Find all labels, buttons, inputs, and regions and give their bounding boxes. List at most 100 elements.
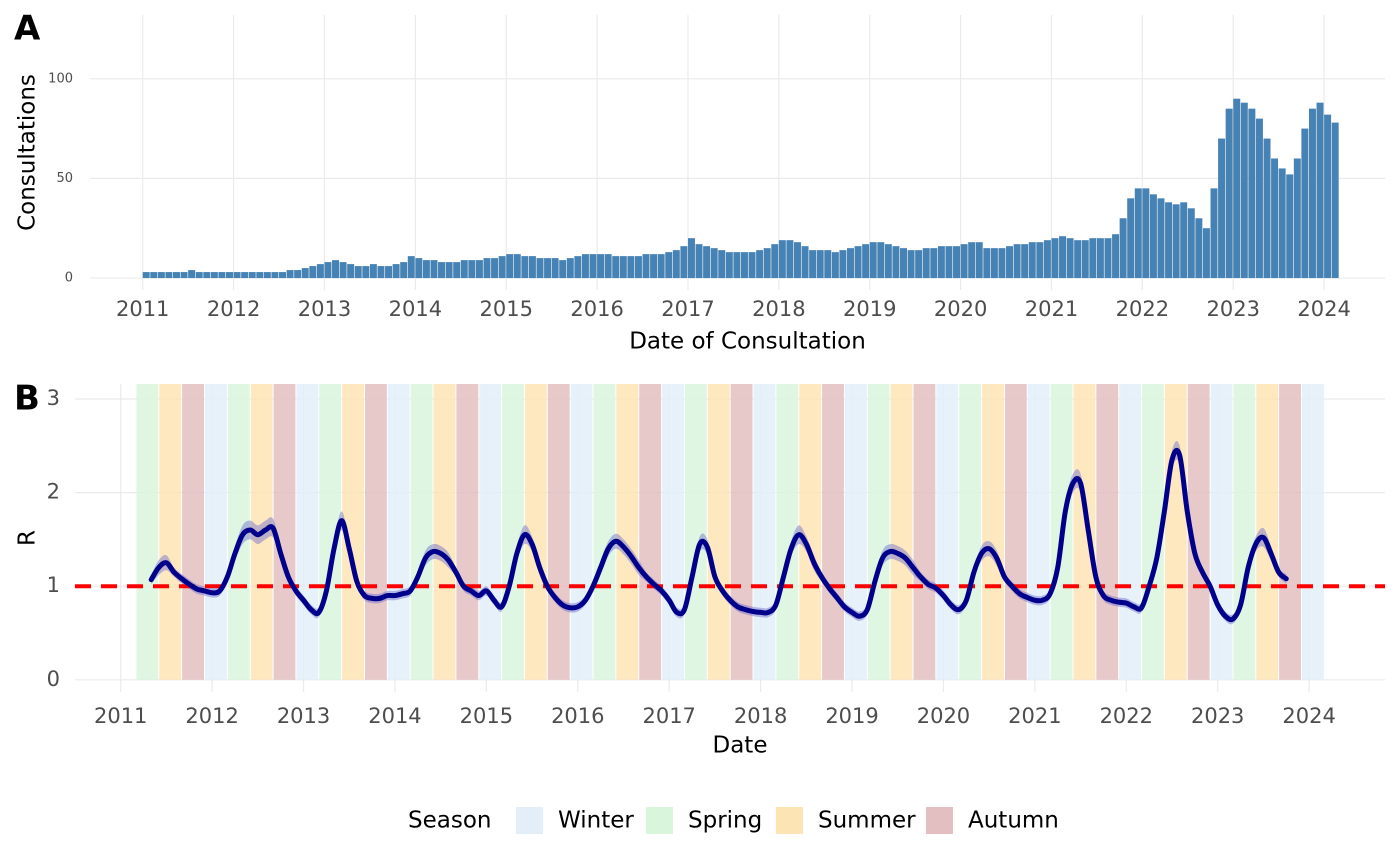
x-tick-label: 2012 [185,704,238,728]
season-band [1279,384,1302,680]
x-tick-label: 2015 [460,704,513,728]
season-band [159,384,182,680]
legend-label: Summer [818,808,916,834]
y-tick-label: 0 [47,667,60,691]
bar [460,260,468,279]
bar [1127,198,1135,279]
bar [862,244,870,279]
x-tick-label: 2023 [1191,704,1244,728]
bar [839,250,847,279]
x-tick-label: 2011 [116,297,169,321]
y-tick-label: 50 [56,171,73,186]
bar [301,268,309,279]
bar [672,250,680,279]
y-axis-title: R [15,530,41,546]
x-tick-label: 2019 [843,297,896,321]
bar [990,248,998,279]
season-band [753,384,776,680]
bar [316,264,324,279]
bar [922,248,930,279]
season-band [524,384,547,680]
bar [627,256,635,279]
bar [877,242,885,279]
bar [150,272,158,279]
x-tick-label: 2019 [825,704,878,728]
bar [385,266,393,279]
x-tick-label: 2015 [479,297,532,321]
bar [1165,202,1173,279]
x-tick-label: 2024 [1297,297,1350,321]
x-tick-label: 2018 [734,704,787,728]
bar [725,252,733,279]
bar [915,250,923,279]
bar [544,258,552,279]
legend-swatch [926,807,953,834]
season-band [342,384,364,680]
bar [1119,218,1127,279]
bar [884,244,892,279]
bar [1149,194,1157,279]
season-band [182,384,205,680]
season-band [547,384,570,680]
x-tick-label: 2014 [389,297,442,321]
bar [816,250,824,279]
bar [286,270,294,279]
bar [854,246,862,279]
season-band [502,384,524,680]
bar [1104,238,1112,279]
bar [1021,244,1029,279]
season-band [205,384,227,680]
bar [1187,208,1195,279]
bar [475,260,483,279]
bar [1036,242,1044,279]
bar [422,260,430,279]
legend-swatch [516,807,543,834]
bar [1248,108,1256,279]
season-band [1233,384,1256,680]
x-tick-label: 2024 [1282,704,1335,728]
bar [574,256,582,279]
bar [173,272,180,279]
bar [1006,246,1014,279]
season-band [227,384,250,680]
bar [634,256,642,279]
bar [1074,240,1082,279]
bar [642,254,650,279]
bar [218,272,226,279]
bar [1202,228,1210,279]
bar [763,248,771,279]
season-band [959,384,982,680]
bar [248,272,256,279]
x-tick-label: 2017 [642,704,695,728]
season-band [1256,384,1279,680]
bar [801,246,809,279]
bar [506,254,514,279]
bar [513,254,521,279]
season-band [456,384,479,680]
r-line [148,447,1289,623]
bar [1066,238,1074,279]
panel-label: B [14,379,40,419]
season-band [1027,384,1050,680]
bar [1301,128,1309,279]
season-band [1004,384,1027,680]
x-tick-label: 2020 [934,297,987,321]
bar [203,272,211,279]
bar [415,258,423,279]
bar [1293,158,1301,279]
season-band [799,384,822,680]
y-tick-label: 2 [47,480,60,504]
bar [1210,188,1218,279]
bar [1225,108,1233,279]
bar [1172,204,1180,279]
bar [687,238,695,279]
bar [581,254,589,279]
season-band [1210,384,1233,680]
season-band [273,384,296,680]
bar [559,260,567,279]
bar [748,252,756,279]
bar [263,272,271,279]
bar [1180,202,1188,279]
season-band [1164,384,1187,680]
